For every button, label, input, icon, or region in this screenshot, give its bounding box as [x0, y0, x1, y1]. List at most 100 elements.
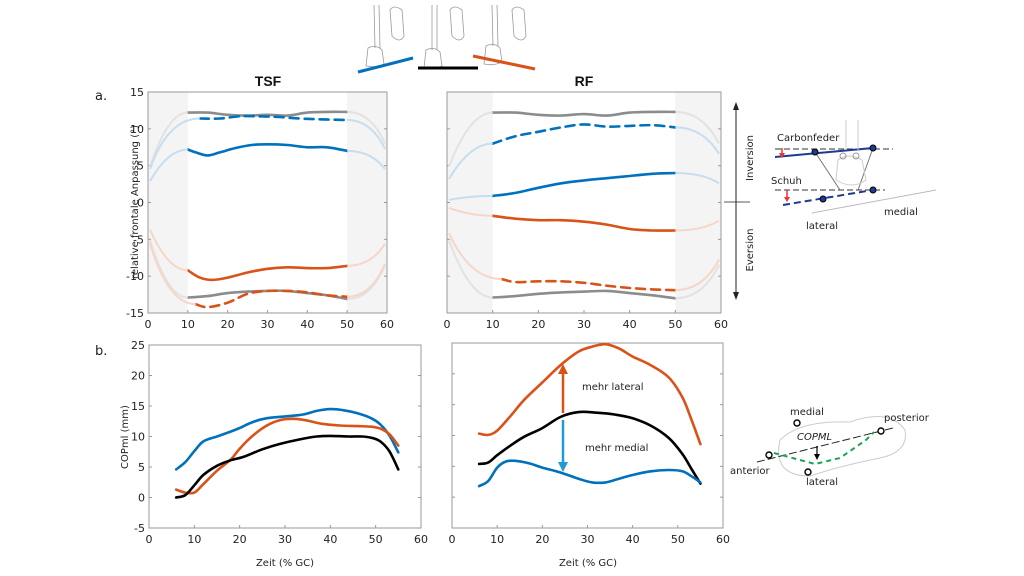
x-tick-label: 60 [714, 318, 728, 331]
shoe-label: Schuh [771, 176, 802, 187]
shaded-region [447, 92, 493, 313]
x-axis-label-rf: Zeit (% GC) [559, 558, 617, 569]
faded-series-end [347, 118, 386, 150]
faded-series-end [347, 149, 386, 170]
x-tick-label: 20 [531, 318, 545, 331]
axes-box [148, 344, 422, 529]
series-line-shoe-inversion-blue-dashed [198, 114, 349, 122]
cop-ml-label: COPML [797, 432, 832, 443]
y-tick-label: 15 [131, 400, 145, 413]
series-line-blue [477, 459, 702, 488]
y-tick-label: 25 [131, 339, 145, 352]
faded-series-end [675, 110, 720, 145]
faded-series-start [149, 117, 200, 170]
y-tick-label: -15 [126, 307, 144, 320]
foot-illustration [365, 4, 527, 70]
series-line-black [174, 434, 400, 499]
faded-series-end [347, 110, 386, 145]
y-tick-label: -10 [126, 270, 144, 283]
chart-title-rf: RF [575, 73, 594, 89]
x-tick-label: 0 [145, 318, 152, 331]
x-tick-label: 10 [490, 533, 504, 546]
inversion-eversion-axis: Inversion Eversion [724, 102, 756, 300]
series-line-shoe-inversion-blue-dashed [491, 123, 677, 145]
chart-rf-cop: 0 10 20 30 40 50 60 [449, 342, 730, 546]
x-tick-label: 0 [444, 318, 451, 331]
faded-series-start [149, 229, 188, 272]
faded-series-start [149, 111, 188, 167]
faded-series-end [347, 263, 386, 298]
x-tick-label: 20 [221, 318, 235, 331]
anterior-label: anterior [730, 466, 771, 477]
axes-box [451, 342, 724, 529]
medial-label-top: medial [884, 207, 918, 218]
series-line-blue [174, 407, 400, 471]
x-tick-label: 0 [449, 533, 456, 546]
carbon-spring-label: Carbonfeder [777, 133, 840, 144]
inversion-ground-line [357, 56, 414, 74]
x-tick-label: 50 [369, 533, 383, 546]
series-line-carbon-eversion-orange [186, 264, 349, 282]
series-line-carbon-lower-gray [491, 289, 677, 300]
carbon-shoe-diagram: Carbonfeder Schuh lateral medial [771, 120, 937, 232]
series-line-carbon-inversion-blue [186, 142, 349, 157]
x-tick-label: 30 [577, 318, 591, 331]
chart-rf-angle: 0 10 20 30 40 50 60 [444, 91, 728, 331]
faded-series-start [448, 111, 493, 167]
y-tick-label: -5 [134, 522, 145, 535]
eversion-ground-line [472, 54, 536, 71]
y-tick-label: 20 [131, 370, 145, 383]
x-tick-label: 10 [187, 533, 201, 546]
y-axis-label-cop: COPml (mm) [120, 405, 131, 469]
y-tick-label: 15 [130, 86, 144, 99]
y-tick-label: 0 [137, 197, 144, 210]
eversion-label: Eversion [745, 229, 756, 272]
faded-series-start [448, 240, 493, 299]
x-tick-label: 0 [146, 533, 153, 546]
x-tick-label: 10 [181, 318, 195, 331]
faded-series-start [448, 232, 502, 281]
x-tick-label: 60 [414, 533, 428, 546]
x-tick-label: 50 [671, 533, 685, 546]
posterior-label: posterior [884, 413, 930, 424]
inversion-label: Inversion [745, 135, 756, 181]
series-line-shoe-eversion-orange-dashed [194, 289, 349, 309]
faded-series-start [149, 148, 188, 182]
x-tick-label: 60 [716, 533, 730, 546]
series-line-orange [477, 342, 702, 446]
rf-cop-annotations: mehr lateral mehr medial [558, 364, 648, 472]
more-lateral-label: mehr lateral [582, 382, 644, 393]
x-tick-label: 30 [261, 318, 275, 331]
faded-series-end [675, 172, 720, 185]
x-tick-label: 40 [623, 318, 637, 331]
x-tick-label: 20 [535, 533, 549, 546]
x-tick-label: 40 [323, 533, 337, 546]
x-tick-label: 60 [380, 318, 394, 331]
panel-label-a: a. [95, 89, 107, 104]
x-tick-label: 40 [300, 318, 314, 331]
y-tick-label: -5 [133, 233, 144, 246]
lateral-label-bottom: lateral [806, 477, 838, 488]
y-axis-label-angle: relative frontale Anpassung (°) [130, 125, 141, 279]
faded-series-end [347, 243, 386, 267]
series-line-carbon-inversion-blue [491, 171, 677, 198]
y-tick-label: 10 [130, 123, 144, 136]
more-medial-label: mehr medial [585, 443, 648, 454]
series-line-carbon-eversion-orange [491, 214, 677, 232]
y-tick-label: 5 [138, 461, 145, 474]
series-line-orange [174, 417, 400, 495]
faded-series-start [448, 142, 493, 180]
series-line-carbon-upper-gray [491, 110, 677, 117]
faded-series-start [448, 206, 493, 217]
faded-series-end [675, 264, 720, 300]
faded-series-start [149, 240, 188, 299]
x-tick-label: 50 [668, 318, 682, 331]
faded-series-end [675, 126, 720, 155]
foot-neutral [423, 5, 465, 70]
chart-title-tsf: TSF [255, 73, 282, 89]
x-tick-label: 30 [278, 533, 292, 546]
x-axis-label-tsf: Zeit (% GC) [256, 558, 314, 569]
faded-series-end [675, 259, 720, 292]
